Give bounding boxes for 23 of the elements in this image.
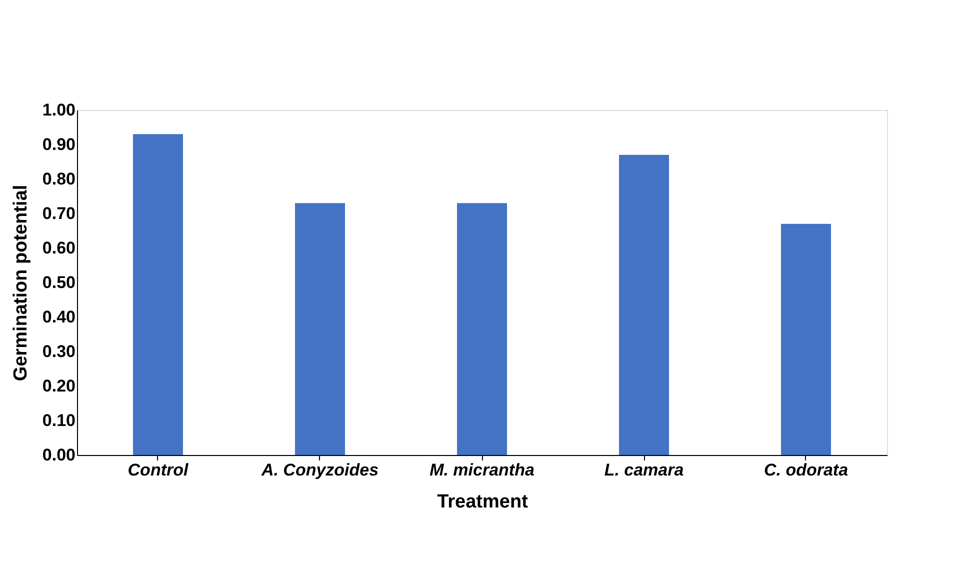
- bar: [781, 224, 831, 455]
- bar: [457, 203, 507, 455]
- y-tick-label: 1.00: [42, 100, 76, 120]
- y-tick-label: 0.10: [42, 411, 76, 430]
- y-tick-label: 0.20: [42, 376, 76, 396]
- y-tick-label: 0.00: [42, 446, 76, 464]
- y-tick-label: 0.80: [42, 170, 76, 188]
- bar: [133, 134, 183, 455]
- y-tick-label: 0.40: [42, 308, 76, 326]
- y-tick-label: 0.70: [42, 204, 76, 223]
- y-tick-label: 0.90: [42, 135, 76, 154]
- x-axis-title: Treatment: [437, 492, 529, 512]
- x-tick-label: C. odorata: [764, 460, 848, 480]
- x-tick-label: M. micrantha: [430, 460, 534, 480]
- y-axis-title: Germination potential: [10, 184, 32, 382]
- y-tick-label: 0.30: [42, 342, 76, 361]
- x-tick-label: L. camara: [604, 460, 684, 480]
- y-tick-label: 0.50: [42, 273, 76, 292]
- x-tick-label: Control: [128, 460, 190, 480]
- bar: [619, 154, 669, 455]
- x-tick-label: A. Conyzoides: [260, 460, 379, 480]
- bar: [295, 203, 345, 455]
- y-tick-label: 0.60: [42, 238, 76, 258]
